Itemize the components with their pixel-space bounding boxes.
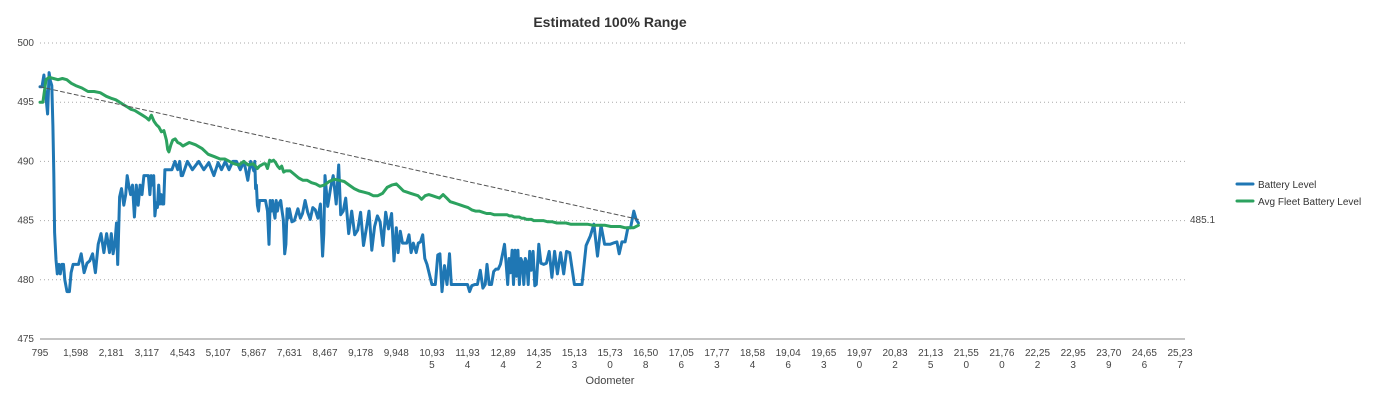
- x-tick-label: 23,70: [1096, 348, 1121, 359]
- legend-label: Avg Fleet Battery Level: [1258, 197, 1361, 208]
- x-tick-label: 1,598: [63, 348, 88, 359]
- x-tick-label: 8,467: [312, 348, 337, 359]
- end-value-label: 485.1: [1190, 215, 1215, 226]
- y-tick-label: 485: [17, 216, 34, 227]
- x-tick-label: 0: [857, 360, 863, 371]
- x-tick-label: 7,631: [277, 348, 302, 359]
- x-tick-label: 17,77: [704, 348, 729, 359]
- x-tick-label: 2: [892, 360, 898, 371]
- x-tick-label: 25,23: [1167, 348, 1192, 359]
- series-line-battery-level: [38, 71, 640, 294]
- x-tick-label: 15,13: [562, 348, 587, 359]
- x-tick-label: 3: [572, 360, 578, 371]
- x-tick-label: 21,13: [918, 348, 943, 359]
- x-tick-label: 22,95: [1061, 348, 1086, 359]
- x-tick-label: 4: [750, 360, 756, 371]
- x-tick-label: 19,97: [847, 348, 872, 359]
- x-tick-label: 19,65: [811, 348, 836, 359]
- x-tick-label: 4: [500, 360, 506, 371]
- x-tick-label: 14,35: [526, 348, 551, 359]
- x-tick-label: 2: [1035, 360, 1041, 371]
- x-tick-label: 5: [429, 360, 435, 371]
- x-tick-label: 2,181: [99, 348, 124, 359]
- x-tick-label: 5: [928, 360, 934, 371]
- x-tick-label: 9: [1106, 360, 1112, 371]
- x-tick-label: 7: [1177, 360, 1183, 371]
- y-tick-label: 475: [17, 334, 34, 345]
- x-tick-label: 18,58: [740, 348, 765, 359]
- x-tick-label: 4: [465, 360, 471, 371]
- x-tick-label: 10,93: [419, 348, 444, 359]
- x-tick-label: 795: [32, 348, 49, 359]
- x-tick-label: 0: [607, 360, 613, 371]
- x-tick-label: 12,89: [491, 348, 516, 359]
- grid-lines: [40, 42, 1185, 340]
- chart-title: Estimated 100% Range: [533, 14, 686, 30]
- x-tick-label: 5,107: [206, 348, 231, 359]
- y-tick-label: 495: [17, 97, 34, 108]
- y-axis: 475 480 485 490 495 500: [17, 38, 34, 345]
- x-tick-label: 9,178: [348, 348, 373, 359]
- x-tick-label: 6: [678, 360, 684, 371]
- x-tick-label: 22,25: [1025, 348, 1050, 359]
- x-tick-label: 24,65: [1132, 348, 1157, 359]
- y-tick-label: 490: [17, 156, 34, 167]
- legend: Battery Level Avg Fleet Battery Level: [1235, 180, 1361, 208]
- x-tick-label: 2: [536, 360, 542, 371]
- x-tick-label: 0: [963, 360, 969, 371]
- x-tick-label: 3: [714, 360, 720, 371]
- x-tick-label: 20,83: [882, 348, 907, 359]
- x-tick-label: 3,117: [135, 348, 160, 359]
- series-line-avg-fleet-battery-level: [38, 75, 640, 230]
- x-tick-label: 6: [785, 360, 791, 371]
- x-tick-label: 3: [821, 360, 827, 371]
- x-axis: 795 1,598 2,181 3,117 4,543 5,107 5,867 7,631 8,…: [32, 338, 1193, 371]
- x-tick-label: 21,55: [954, 348, 979, 359]
- x-tick-label: 11,93: [455, 348, 480, 359]
- x-tick-label: 6: [1142, 360, 1148, 371]
- x-tick-label: 5,867: [241, 348, 266, 359]
- legend-label: Battery Level: [1258, 180, 1316, 191]
- x-tick-label: 17,05: [669, 348, 694, 359]
- x-tick-label: 21,76: [989, 348, 1014, 359]
- x-tick-label: 0: [999, 360, 1005, 371]
- series-lines: [38, 71, 640, 294]
- x-tick-label: 16,50: [633, 348, 658, 359]
- x-tick-label: 9,948: [384, 348, 409, 359]
- x-tick-label: 3: [1070, 360, 1076, 371]
- x-tick-label: 8: [643, 360, 649, 371]
- y-tick-label: 500: [17, 38, 34, 49]
- x-tick-label: 4,543: [170, 348, 195, 359]
- y-tick-label: 480: [17, 275, 34, 286]
- x-axis-label: Odometer: [586, 375, 635, 387]
- x-tick-label: 15,73: [597, 348, 622, 359]
- x-tick-label: 19,04: [776, 348, 801, 359]
- trend-line: [39, 86, 639, 220]
